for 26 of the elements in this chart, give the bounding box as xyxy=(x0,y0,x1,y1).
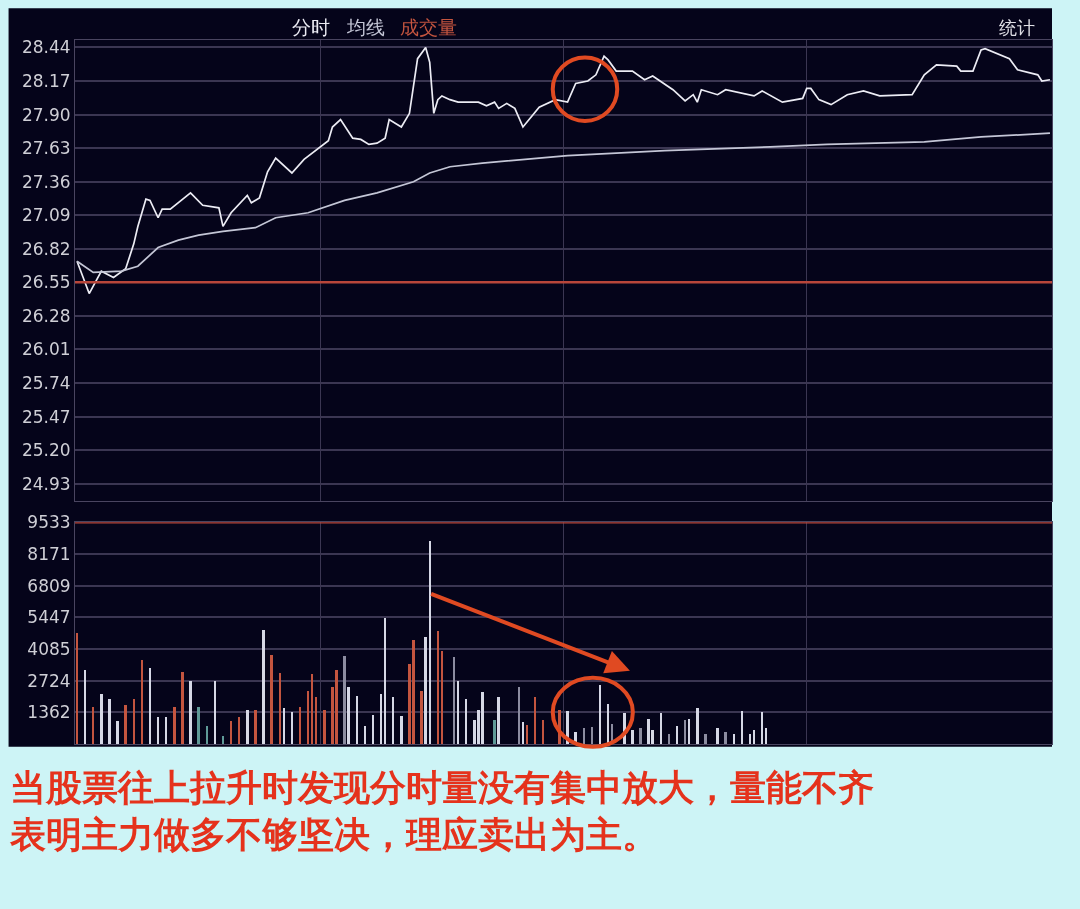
y-tick-label: 26.01 xyxy=(21,339,71,360)
y-tick-label: 25.74 xyxy=(21,372,71,393)
text: 成交量 xyxy=(400,16,457,38)
y-tick-label: 9533 xyxy=(27,512,71,533)
y-tick-label: 2724 xyxy=(27,670,71,691)
y-tick-label: 24.93 xyxy=(21,473,71,494)
y-tick-label: 25.47 xyxy=(21,406,71,427)
y-tick-label: 28.44 xyxy=(21,37,71,58)
y-tick-label: 27.09 xyxy=(21,205,71,226)
text: 当股票往上拉升时发现分时量没有集中放大，量能不齐表明主力做多不够坚决，理应卖出为主。 xyxy=(9,767,874,855)
y-tick-label: 6809 xyxy=(27,575,71,596)
text: 分时 xyxy=(292,16,330,38)
y-tick-label: 27.63 xyxy=(21,138,71,159)
y-tick-label: 8171 xyxy=(27,543,71,564)
y-tick-label: 27.36 xyxy=(21,171,71,192)
y-tick-label: 28.17 xyxy=(21,70,71,91)
y-tick-label: 4085 xyxy=(27,638,71,659)
text: 均线 xyxy=(346,16,385,38)
y-tick-label: 5447 xyxy=(27,607,71,628)
y-tick-label: 27.90 xyxy=(21,104,71,125)
y-tick-label: 25.20 xyxy=(21,440,71,461)
y-tick-label: 1362 xyxy=(27,702,71,723)
y-tick-label: 26.82 xyxy=(21,238,71,259)
y-tick-label: 26.55 xyxy=(21,272,71,293)
text: 统计 xyxy=(999,17,1035,38)
y-tick-label: 26.28 xyxy=(21,305,71,326)
